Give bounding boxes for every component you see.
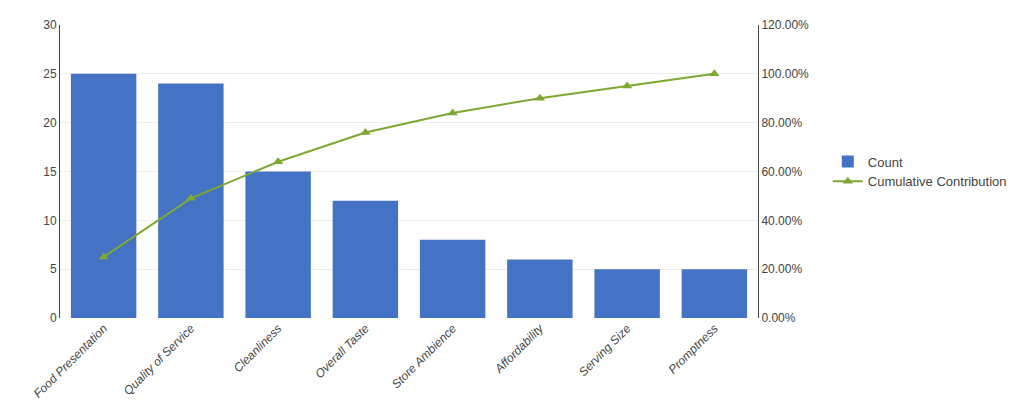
svg-text:80.00%: 80.00% <box>761 116 802 130</box>
svg-text:Serving Size: Serving Size <box>576 321 634 379</box>
svg-text:5: 5 <box>50 262 57 276</box>
svg-text:120.00%: 120.00% <box>761 18 809 32</box>
svg-text:60.00%: 60.00% <box>761 165 802 179</box>
svg-text:10: 10 <box>43 214 57 228</box>
svg-text:0.00%: 0.00% <box>761 311 795 325</box>
svg-text:Food Presentation: Food Presentation <box>31 321 110 400</box>
svg-text:100.00%: 100.00% <box>761 67 809 81</box>
svg-text:Cumulative Contribution: Cumulative Contribution <box>868 174 1007 189</box>
svg-text:Store Ambience: Store Ambience <box>389 321 459 391</box>
svg-text:Count: Count <box>868 155 903 170</box>
svg-text:Affordability: Affordability <box>491 321 547 377</box>
svg-text:20.00%: 20.00% <box>761 262 802 276</box>
svg-text:40.00%: 40.00% <box>761 214 802 228</box>
svg-text:Overall Taste: Overall Taste <box>312 321 372 381</box>
svg-text:0: 0 <box>50 311 57 325</box>
svg-text:25: 25 <box>43 67 57 81</box>
svg-text:30: 30 <box>43 18 57 32</box>
svg-text:Cleanliness: Cleanliness <box>231 321 285 375</box>
svg-text:Promptness: Promptness <box>666 321 721 376</box>
svg-text:Quality of Service: Quality of Service <box>121 321 198 398</box>
svg-text:15: 15 <box>43 165 57 179</box>
svg-text:20: 20 <box>43 116 57 130</box>
